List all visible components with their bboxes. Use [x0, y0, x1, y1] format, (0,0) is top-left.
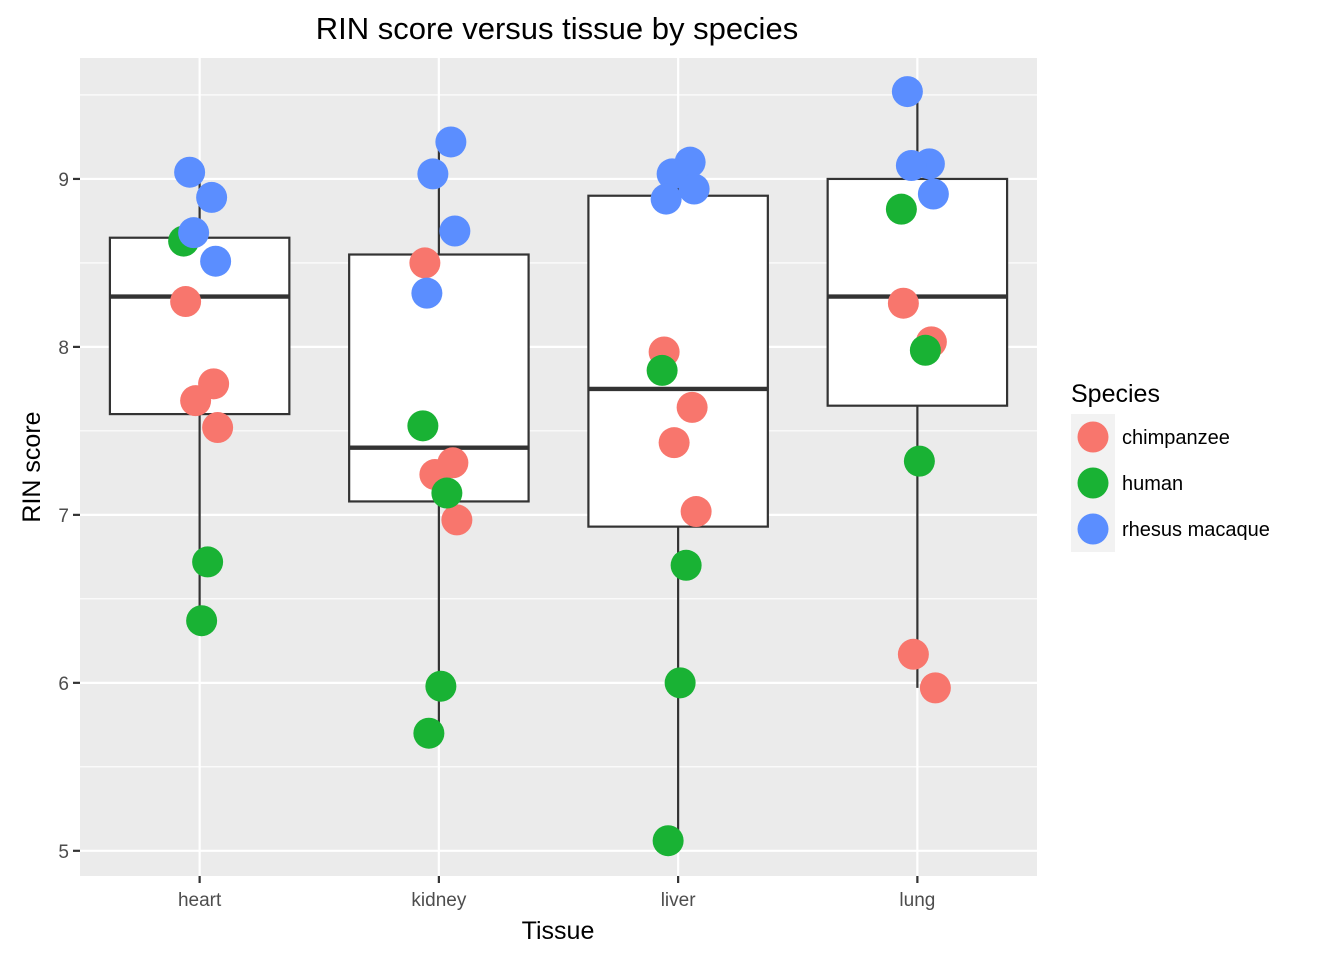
legend-label: human: [1122, 473, 1183, 495]
data-point-chimpanzee: [441, 504, 473, 536]
data-point-human: [652, 825, 684, 857]
legend: Species chimpanzee human rhesus macaque: [1071, 380, 1270, 552]
y-tick-label: 9: [58, 170, 69, 191]
data-point-human: [885, 193, 917, 225]
data-point-chimpanzee: [409, 247, 441, 279]
chart-title: RIN score versus tissue by species: [316, 11, 798, 46]
data-point-human: [425, 670, 457, 702]
y-tick-label: 8: [58, 338, 69, 359]
data-point-rhesus-macaque: [417, 158, 449, 190]
box: [826, 177, 1009, 407]
data-point-chimpanzee: [180, 385, 212, 417]
data-point-chimpanzee: [658, 427, 690, 459]
boxplot-liver: [587, 162, 769, 841]
data-point-rhesus-macaque: [178, 217, 210, 249]
x-axis-title: Tissue: [522, 917, 595, 945]
data-point-human: [407, 410, 439, 442]
y-tick-label: 6: [58, 674, 69, 695]
data-point-chimpanzee: [170, 286, 202, 318]
data-point-human: [670, 549, 702, 581]
data-point-rhesus-macaque: [895, 149, 927, 181]
legend-key-human: [1077, 467, 1109, 499]
x-tick-label: heart: [178, 890, 222, 911]
data-point-rhesus-macaque: [656, 158, 688, 190]
data-points: [168, 76, 951, 857]
y-axis-title: RIN score: [18, 411, 46, 522]
legend-label: rhesus macaque: [1122, 519, 1270, 541]
x-tick-label: kidney: [411, 890, 466, 911]
data-point-human: [413, 717, 445, 749]
legend-title: Species: [1071, 380, 1160, 408]
data-point-human: [431, 477, 463, 509]
data-point-human: [909, 334, 941, 366]
data-point-rhesus-macaque: [650, 183, 682, 215]
data-point-human: [186, 605, 218, 637]
data-point-rhesus-macaque: [411, 277, 443, 309]
data-point-rhesus-macaque: [174, 156, 206, 188]
x-axis: heart kidney liver lung: [178, 876, 935, 911]
data-point-rhesus-macaque: [439, 215, 471, 247]
data-point-human: [664, 667, 696, 699]
y-tick-label: 7: [58, 506, 69, 527]
data-point-rhesus-macaque: [891, 76, 923, 108]
data-point-rhesus-macaque: [200, 245, 232, 277]
legend-key-chimpanzee: [1077, 421, 1109, 453]
data-point-human: [192, 546, 224, 578]
x-tick-label: liver: [661, 890, 697, 911]
data-point-chimpanzee: [680, 496, 712, 528]
data-point-chimpanzee: [919, 672, 951, 704]
data-point-chimpanzee: [676, 391, 708, 423]
box: [587, 194, 769, 528]
y-axis: 5 6 7 8 9: [58, 170, 80, 863]
y-tick-label: 5: [58, 842, 69, 863]
data-point-chimpanzee: [897, 638, 929, 670]
data-point-rhesus-macaque: [435, 126, 467, 158]
data-point-human: [646, 354, 678, 386]
data-point-rhesus-macaque: [196, 181, 228, 213]
data-point-rhesus-macaque: [678, 173, 710, 205]
data-point-rhesus-macaque: [917, 178, 949, 210]
data-point-chimpanzee: [202, 412, 234, 444]
legend-key-rhesus-macaque: [1077, 513, 1109, 545]
data-point-human: [903, 445, 935, 477]
data-point-chimpanzee: [887, 287, 919, 319]
x-tick-label: lung: [899, 890, 935, 911]
legend-label: chimpanzee: [1122, 427, 1230, 449]
